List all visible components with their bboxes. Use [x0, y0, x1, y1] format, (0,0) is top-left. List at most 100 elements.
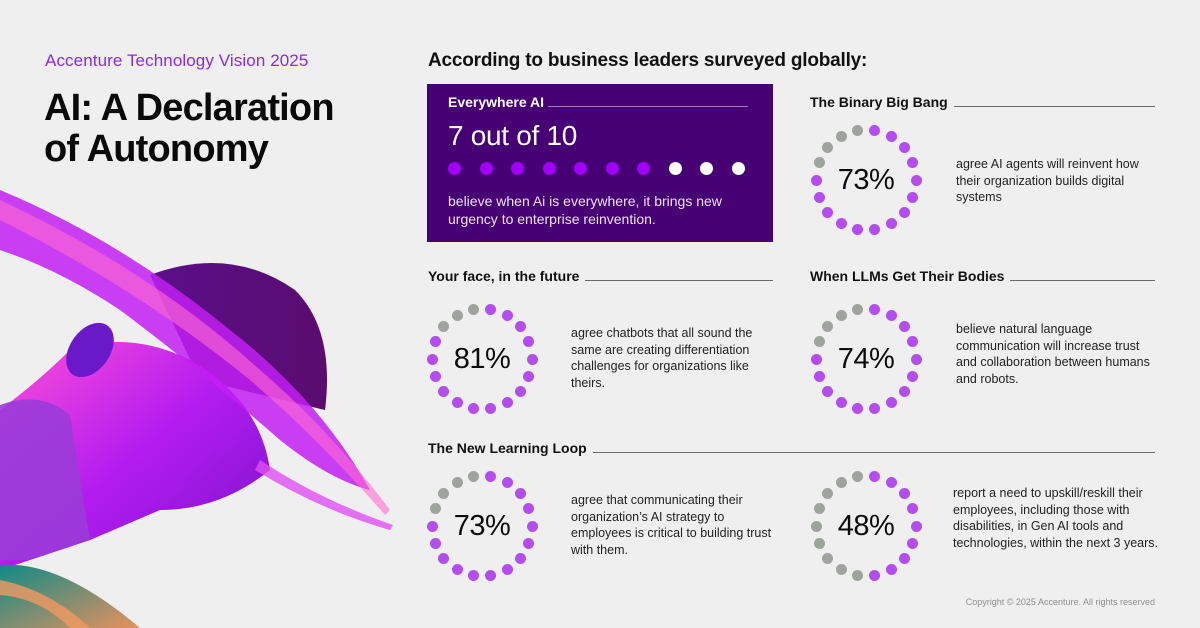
ring-dot-filled — [907, 191, 919, 203]
percent-ring: 74% — [810, 303, 922, 415]
card-header: Your face, in the future — [428, 268, 773, 284]
stat-description: agree AI agents will reinvent how their … — [956, 157, 1139, 205]
ring-dot-filled — [485, 569, 497, 581]
ring-dot-filled — [451, 396, 463, 408]
ring-dot-filled — [813, 191, 825, 203]
ring-dot-filled — [898, 142, 910, 154]
ring-dot-empty — [835, 310, 847, 322]
ring-dot-empty — [851, 304, 863, 316]
page-title: AI: A Declaration of Autonomy — [44, 88, 335, 170]
ring-dot-filled — [869, 471, 881, 483]
ring-dot-filled — [438, 552, 450, 564]
ring-dot-filled — [907, 336, 919, 348]
ring-dot-filled — [910, 353, 922, 365]
ten-dot-indicator — [448, 162, 745, 175]
dot-filled — [511, 162, 524, 175]
ring-dot-empty — [813, 503, 825, 515]
ring-dot-filled — [501, 310, 513, 322]
ring-dot-empty — [438, 321, 450, 333]
dot-empty — [731, 162, 745, 175]
ring-dot-filled — [429, 537, 441, 549]
ring-dot-filled — [514, 552, 526, 564]
ring-dot-filled — [501, 563, 513, 575]
ring-dot-filled — [822, 385, 834, 397]
ring-dot-empty — [810, 520, 822, 532]
ring-dot-filled — [451, 563, 463, 575]
ring-dot-empty — [851, 569, 863, 581]
ring-dot-empty — [822, 552, 834, 564]
ring-dot-filled — [910, 520, 922, 532]
card-title: The New Learning Loop — [428, 440, 587, 456]
dot-filled — [637, 162, 650, 175]
ring-dot-empty — [467, 471, 479, 483]
hero-artwork — [0, 180, 410, 628]
everywhere-ai-card: Everywhere AI 7 out of 10 believe when A… — [427, 84, 773, 242]
percent-ring: 73% — [810, 124, 922, 236]
stat-description: believe natural language communication w… — [956, 322, 1150, 387]
ring-dot-filled — [467, 402, 479, 414]
ring-dot-filled — [514, 488, 526, 500]
ring-dot-filled — [869, 402, 881, 414]
ring-dot-empty — [835, 563, 847, 575]
card-header: The New Learning Loop — [428, 440, 1155, 456]
ring-dot-filled — [885, 310, 897, 322]
ring-dot-filled — [851, 223, 863, 235]
ring-dot-empty — [813, 336, 825, 348]
percent-ring: 73% — [426, 470, 538, 582]
ring-dot-filled — [869, 569, 881, 581]
ring-dot-filled — [426, 353, 438, 365]
dot-empty — [668, 162, 682, 175]
stat-description: agree that communicating their organizat… — [571, 493, 772, 558]
hero-description: believe when Ai is everywhere, it brings… — [448, 193, 722, 227]
card-title: The Binary Big Bang — [810, 94, 948, 110]
percent-ring: 48% — [810, 470, 922, 582]
ring-dot-filled — [810, 353, 822, 365]
ring-dot-filled — [467, 569, 479, 581]
divider — [592, 452, 1155, 453]
ring-dot-filled — [885, 396, 897, 408]
ring-dot-filled — [869, 223, 881, 235]
ring-dot-empty — [822, 321, 834, 333]
ring-dot-empty — [813, 157, 825, 169]
ring-dot-filled — [898, 321, 910, 333]
ring-dot-filled — [907, 537, 919, 549]
ring-dot-filled — [813, 370, 825, 382]
ring-dot-filled — [429, 336, 441, 348]
ring-dot-filled — [501, 396, 513, 408]
ring-dot-filled — [898, 385, 910, 397]
ring-dot-empty — [429, 503, 441, 515]
ring-dot-filled — [898, 552, 910, 564]
ring-dot-empty — [451, 477, 463, 489]
card-header: Everywhere AI — [448, 94, 748, 110]
ring-dot-empty — [851, 471, 863, 483]
ring-dot-empty — [451, 310, 463, 322]
dot-filled — [605, 162, 619, 175]
ring-dot-filled — [835, 217, 847, 229]
ring-dot-filled — [869, 304, 881, 316]
divider — [953, 106, 1155, 107]
dot-filled — [479, 162, 493, 175]
percent-value: 73% — [837, 163, 895, 196]
ring-dot-filled — [907, 157, 919, 169]
divider — [547, 105, 748, 107]
divider — [1010, 280, 1155, 281]
dot-filled — [574, 162, 587, 175]
intro-heading: According to business leaders surveyed g… — [428, 50, 868, 71]
ring-dot-filled — [485, 402, 497, 414]
report-eyebrow: Accenture Technology Vision 2025 — [45, 51, 309, 70]
ring-dot-filled — [501, 477, 513, 489]
ring-dot-filled — [514, 385, 526, 397]
ring-dot-filled — [438, 385, 450, 397]
ring-dot-empty — [835, 477, 847, 489]
card-title: When LLMs Get Their Bodies — [810, 268, 1005, 284]
percent-value: 81% — [453, 342, 511, 375]
ring-dot-filled — [898, 206, 910, 218]
dot-filled — [542, 162, 556, 175]
card-title: Everywhere AI — [448, 94, 544, 110]
ring-dot-empty — [813, 537, 825, 549]
ring-dot-filled — [526, 520, 538, 532]
ring-dot-filled — [485, 471, 497, 483]
hero-stat: 7 out of 10 — [448, 120, 578, 151]
ring-dot-filled — [426, 520, 438, 532]
ring-dot-empty — [822, 488, 834, 500]
